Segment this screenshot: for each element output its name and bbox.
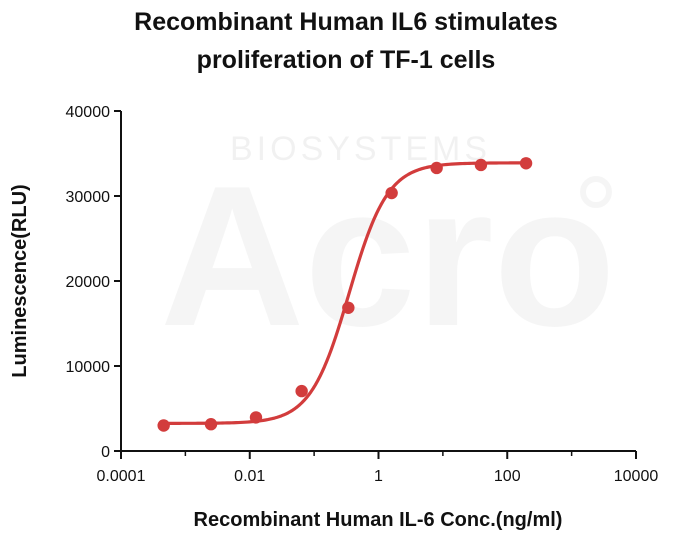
watermark: Acro BIOSYSTEMS [160,130,616,368]
data-point [430,161,443,175]
data-point [204,418,218,431]
watermark-logo: Acro [160,145,616,368]
data-point [474,158,488,172]
data-points-layer [157,157,533,432]
x-tick-label: 0.0001 [97,468,146,485]
y-tick-label: 0 [101,444,110,461]
watermark-subtext: BIOSYSTEMS [230,130,491,168]
chart-title: Recombinant Human IL6 stimulates prolife… [134,8,558,74]
data-point [385,186,398,200]
data-point [249,411,263,424]
data-point [342,301,355,314]
x-axis-label: Recombinant Human IL-6 Conc.(ng/ml) [194,509,563,531]
y-tick-label: 30000 [66,189,111,206]
data-point [519,157,533,170]
y-tick-label: 10000 [66,359,111,376]
x-tick-label: 100 [494,468,521,485]
chart-title-line-2: proliferation of TF-1 cells [197,46,496,74]
x-tick-label: 1 [374,468,383,485]
y-axis-label: Luminescence(RLU) [9,184,31,377]
y-ticks: 0 10000 20000 30000 40000 [66,104,121,461]
x-ticks: 0.0001 0.01 1 100 10000 [97,451,659,485]
x-tick-label: 10000 [614,468,659,485]
x-tick-label: 0.01 [234,468,265,485]
chart-title-line-1: Recombinant Human IL6 stimulates [134,8,558,36]
data-point [295,384,308,398]
y-tick-label: 20000 [66,274,111,291]
data-point [157,419,170,432]
x-minor-ticks [184,451,573,456]
y-tick-label: 40000 [66,104,111,121]
watermark-dot-icon [580,176,612,208]
